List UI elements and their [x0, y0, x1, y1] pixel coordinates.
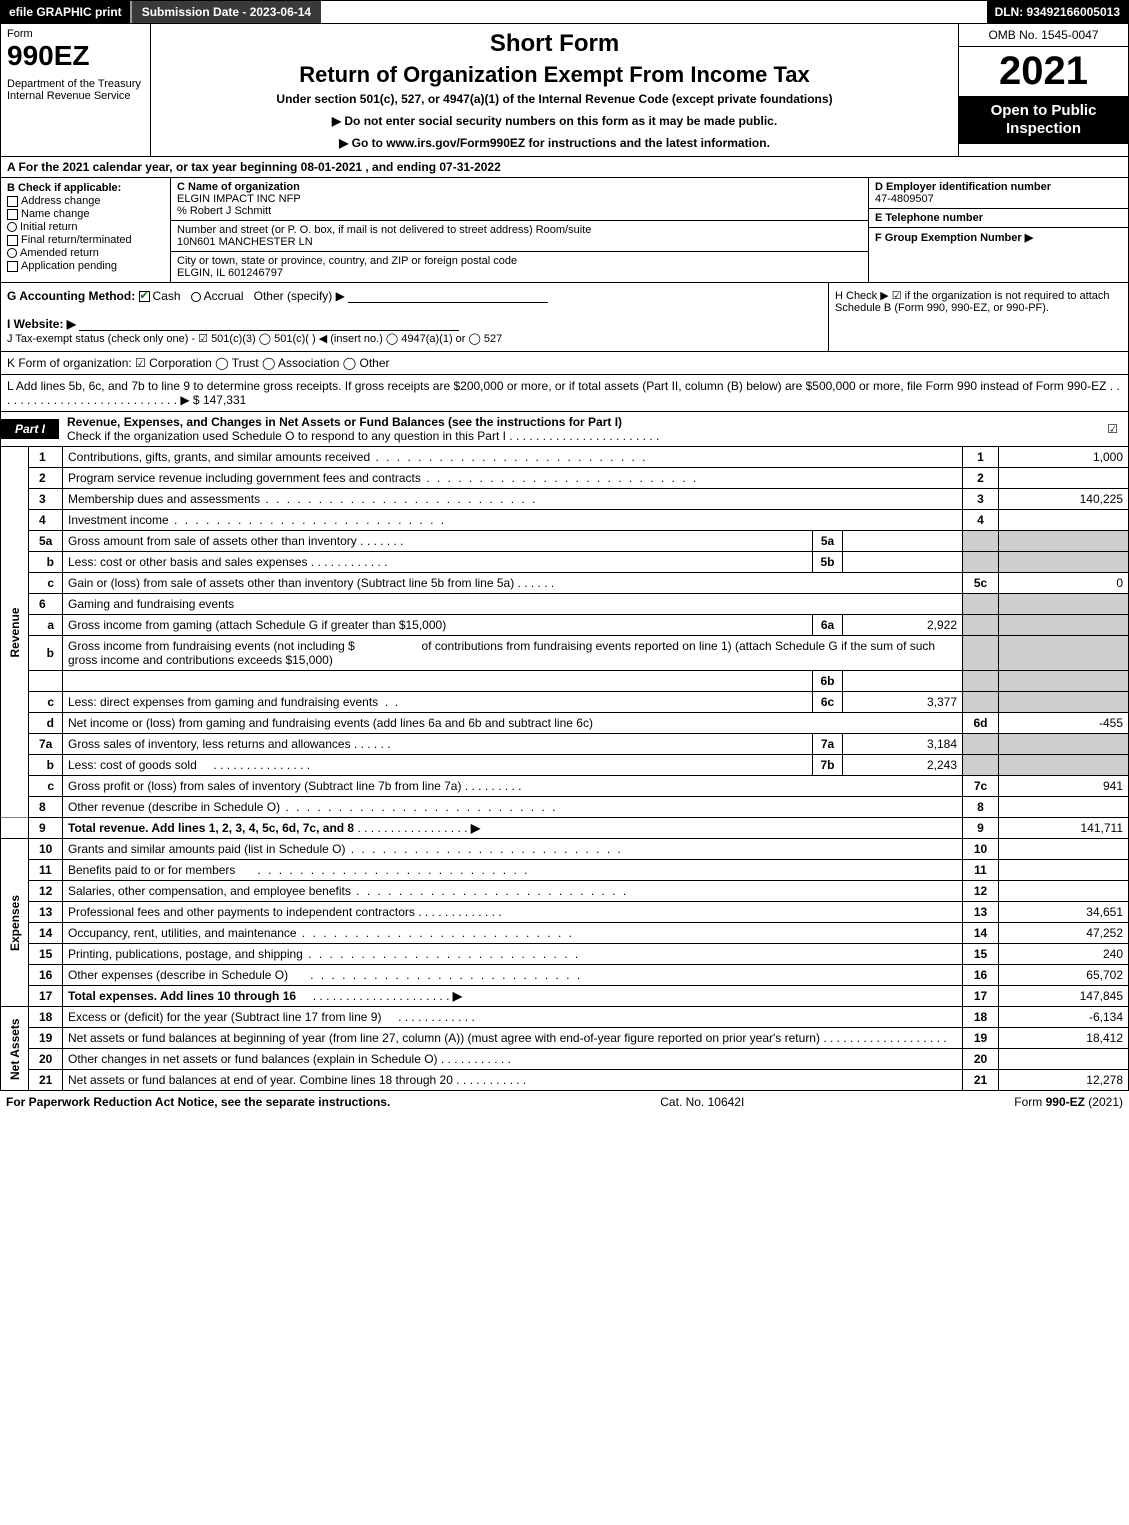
chk-cash[interactable] [139, 291, 150, 302]
line-18-value: -6,134 [999, 1007, 1129, 1028]
j-line: J Tax-exempt status (check only one) - ☑… [7, 333, 502, 345]
line-6d-value: -455 [999, 713, 1129, 734]
line-16-value: 65,702 [999, 965, 1129, 986]
box-e-label: E Telephone number [875, 212, 983, 224]
box-b-label: B Check if applicable: [7, 182, 164, 194]
footer-mid: Cat. No. 10642I [660, 1095, 744, 1109]
chk-initial-return[interactable]: Initial return [7, 221, 164, 233]
top-bar: efile GRAPHIC print Submission Date - 20… [0, 0, 1129, 24]
ghij-block: G Accounting Method: Cash Accrual Other … [0, 283, 1129, 352]
side-net-assets: Net Assets [1, 1007, 29, 1091]
line-7b-value: 2,243 [843, 755, 963, 776]
form-subtitle: Under section 501(c), 527, or 4947(a)(1)… [159, 92, 950, 106]
department-label: Department of the Treasury Internal Reve… [7, 78, 144, 102]
line-3-value: 140,225 [999, 489, 1129, 510]
line-15-value: 240 [999, 944, 1129, 965]
form-title: Return of Organization Exempt From Incom… [159, 62, 950, 88]
box-c: C Name of organization ELGIN IMPACT INC … [171, 178, 868, 282]
line-1-value: 1,000 [999, 447, 1129, 468]
city-label: City or town, state or province, country… [177, 255, 517, 267]
dln-label: DLN: 93492166005013 [987, 1, 1128, 23]
chk-address-change[interactable]: Address change [7, 195, 164, 207]
l-line: L Add lines 5b, 6c, and 7b to line 9 to … [0, 375, 1129, 412]
bcd-row: B Check if applicable: Address change Na… [0, 178, 1129, 283]
rad-accrual[interactable] [191, 292, 201, 302]
part-1-header: Part I Revenue, Expenses, and Changes in… [0, 412, 1129, 447]
efile-print-label[interactable]: efile GRAPHIC print [1, 1, 130, 23]
part-1-tab: Part I [1, 419, 59, 439]
tax-year: 2021 [959, 47, 1128, 96]
chk-name-change[interactable]: Name change [7, 208, 164, 220]
chk-amended-return[interactable]: Amended return [7, 247, 164, 259]
lines-table: Revenue 1Contributions, gifts, grants, a… [0, 447, 1129, 1091]
care-of: % Robert J Schmitt [177, 205, 271, 217]
instruction-1: ▶ Do not enter social security numbers o… [159, 114, 950, 128]
i-label: I Website: ▶ [7, 317, 76, 331]
box-def: D Employer identification number 47-4809… [868, 178, 1128, 282]
line-5c-value: 0 [999, 573, 1129, 594]
line-7c-value: 941 [999, 776, 1129, 797]
footer-right: Form 990-EZ (2021) [1014, 1095, 1123, 1109]
city-value: ELGIN, IL 601246797 [177, 267, 283, 279]
side-revenue: Revenue [1, 447, 29, 818]
org-name: ELGIN IMPACT INC NFP [177, 193, 301, 205]
box-c-label: C Name of organization [177, 181, 300, 193]
box-d-label: D Employer identification number [875, 181, 1051, 193]
side-expenses: Expenses [1, 839, 29, 1007]
section-a-row: A For the 2021 calendar year, or tax yea… [0, 157, 1129, 178]
chk-final-return[interactable]: Final return/terminated [7, 234, 164, 246]
page-footer: For Paperwork Reduction Act Notice, see … [0, 1091, 1129, 1113]
box-f-label: F Group Exemption Number ▶ [875, 232, 1033, 244]
line-9-value: 141,711 [999, 818, 1129, 839]
k-line: K Form of organization: ☑ Corporation ◯ … [0, 352, 1129, 375]
form-number: 990EZ [7, 40, 144, 72]
street-value: 10N601 MANCHESTER LN [177, 236, 313, 248]
line-14-value: 47,252 [999, 923, 1129, 944]
box-b: B Check if applicable: Address change Na… [1, 178, 171, 282]
open-to-public: Open to Public Inspection [959, 96, 1128, 144]
short-form-title: Short Form [159, 30, 950, 58]
line-17-value: 147,845 [999, 986, 1129, 1007]
line-13-value: 34,651 [999, 902, 1129, 923]
footer-left: For Paperwork Reduction Act Notice, see … [6, 1095, 390, 1109]
part-1-check[interactable]: ☑ [1097, 422, 1128, 436]
street-label: Number and street (or P. O. box, if mail… [177, 224, 591, 236]
part-1-title: Revenue, Expenses, and Changes in Net As… [67, 415, 622, 429]
part-1-sub: Check if the organization used Schedule … [67, 429, 659, 443]
form-header: Form 990EZ Department of the Treasury In… [0, 24, 1129, 157]
chk-application-pending[interactable]: Application pending [7, 260, 164, 272]
omb-number: OMB No. 1545-0047 [959, 24, 1128, 47]
ein-value: 47-4809507 [875, 193, 934, 205]
line-7a-value: 3,184 [843, 734, 963, 755]
line-6c-value: 3,377 [843, 692, 963, 713]
submission-date: Submission Date - 2023-06-14 [130, 1, 321, 23]
g-label: G Accounting Method: [7, 289, 135, 303]
line-6a-value: 2,922 [843, 615, 963, 636]
section-a: A For the 2021 calendar year, or tax yea… [1, 157, 1128, 177]
line-21-value: 12,278 [999, 1070, 1129, 1091]
form-word: Form [7, 28, 144, 40]
h-box: H Check ▶ ☑ if the organization is not r… [828, 283, 1128, 351]
line-19-value: 18,412 [999, 1028, 1129, 1049]
instruction-2[interactable]: ▶ Go to www.irs.gov/Form990EZ for instru… [159, 136, 950, 150]
